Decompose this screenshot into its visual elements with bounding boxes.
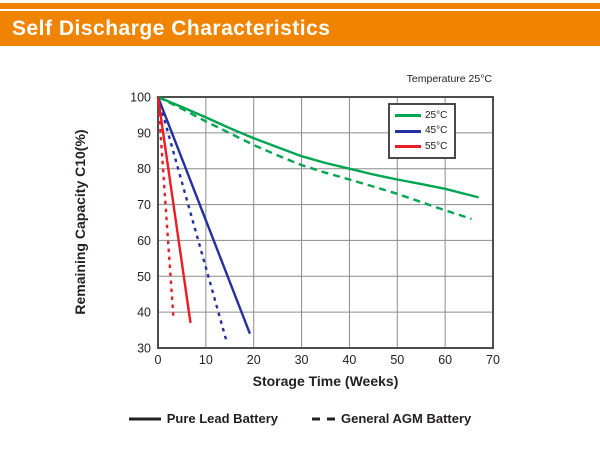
legend-item: 25°C <box>395 109 454 123</box>
legend-label: 55°C <box>425 140 448 152</box>
dashed-line-swatch <box>311 417 335 420</box>
y-tick-label: 70 <box>137 198 151 212</box>
battery-legend-label: General AGM Battery <box>340 411 472 426</box>
series-line <box>157 95 472 221</box>
y-tick-label: 80 <box>137 162 151 176</box>
battery-legend-entry: General AGM Battery <box>311 411 472 426</box>
legend-line-swatch <box>395 145 421 148</box>
battery-legend-label: Pure Lead Battery <box>166 411 278 426</box>
chart-plot-area: 30 40 50 60 70 80 90 100 0 10 20 30 40 50 60 70 <box>130 91 500 368</box>
x-axis-label: Storage Time (Weeks) <box>252 373 399 389</box>
x-tick-label: 10 <box>199 353 213 367</box>
temperature-annotation: Temperature 25°C <box>406 73 492 85</box>
legend-item: 55°C <box>395 140 454 154</box>
temperature-legend: 25°C 45°C 55°C <box>388 103 456 159</box>
y-tick-label: 90 <box>137 126 151 140</box>
legend-line-swatch <box>395 129 421 133</box>
x-tick-label: 30 <box>295 353 309 367</box>
title-bar: Self Discharge Characteristics <box>0 11 600 46</box>
y-tick-label: 40 <box>137 306 151 320</box>
y-tick-label: 100 <box>130 91 151 105</box>
legend-line-swatch <box>395 114 421 117</box>
legend-label: 25°C <box>425 109 448 121</box>
y-axis-label: Remaining Capacity C10(%) <box>72 129 88 315</box>
page-title: Self Discharge Characteristics <box>12 16 331 40</box>
plot-border <box>157 96 494 349</box>
x-tick-label: 0 <box>155 353 162 367</box>
y-tick-label: 60 <box>137 234 151 248</box>
x-tick-label: 60 <box>438 353 452 367</box>
solid-line-swatch <box>128 417 161 420</box>
series-line <box>156 96 252 335</box>
legend-label: 45°C <box>425 125 448 136</box>
y-tick-label: 50 <box>137 270 151 284</box>
self-discharge-chart: 30 40 50 60 70 80 90 100 0 10 20 30 40 50 60 70 Tempera… <box>0 46 600 405</box>
battery-type-legend: Pure Lead Battery General AGM Battery <box>0 411 600 426</box>
battery-legend-entry: Pure Lead Battery <box>128 411 278 426</box>
series-line <box>156 96 229 343</box>
legend-item: 45°C <box>395 124 454 138</box>
x-tick-label: 20 <box>247 353 261 367</box>
x-tick-label: 40 <box>342 353 356 367</box>
header-accent-strip <box>0 3 600 9</box>
series-line <box>156 96 192 324</box>
y-tick-label: 30 <box>137 342 151 356</box>
series-line <box>157 95 479 199</box>
x-tick-label: 50 <box>390 353 404 367</box>
x-tick-label: 70 <box>486 353 500 367</box>
